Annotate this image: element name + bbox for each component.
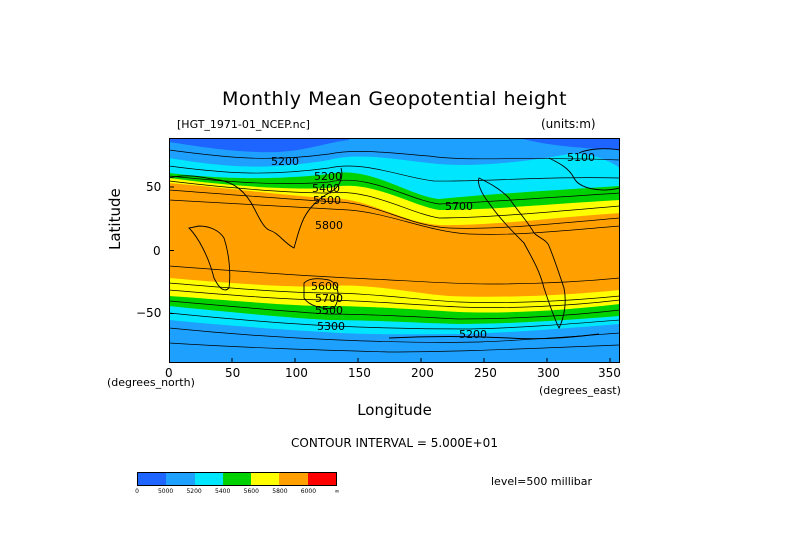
y-tick-label: 50 xyxy=(146,180,162,194)
colorbar-segment xyxy=(166,473,195,485)
contour-label: 5200 xyxy=(271,155,299,168)
x-tick-label: 0 xyxy=(165,366,173,380)
colorbar-label: 5200 xyxy=(186,488,202,495)
geopotential-map: 5100 5200 5200 5400 5500 5700 5800 5600 … xyxy=(169,138,620,363)
contour-label: 5200 xyxy=(314,170,342,183)
colorbar-segment xyxy=(279,473,308,485)
tick-marks xyxy=(169,186,611,363)
colorbar-segment xyxy=(222,473,252,485)
colorbar-segment xyxy=(194,473,223,485)
contour-label: 5100 xyxy=(567,151,595,164)
contour-label: 5700 xyxy=(445,200,473,213)
x-tick-label: 200 xyxy=(411,366,434,380)
figure-title: Monthly Mean Geopotential height xyxy=(221,88,568,110)
x-tick-label: 150 xyxy=(348,366,371,380)
contour-label: 5300 xyxy=(317,320,345,333)
colorbar-label: 6000 xyxy=(300,488,317,495)
colorbar-label: 5000 xyxy=(157,488,174,495)
colorbar-label: 5600 xyxy=(243,488,259,495)
colorbar-label: ∞ xyxy=(334,488,340,495)
x-axis-unit: (degrees_east) xyxy=(539,384,621,397)
colorbar-label: 5800 xyxy=(272,488,288,495)
dataset-filename: [HGT_1971-01_NCEP.nc] xyxy=(177,118,310,131)
contour-label: 5700 xyxy=(315,292,343,305)
contour-label: 5500 xyxy=(313,194,341,207)
x-tick-label: 300 xyxy=(537,366,560,380)
x-axis-label: Longitude xyxy=(357,401,432,419)
y-axis-unit: (degrees_north) xyxy=(107,376,195,389)
contour-label: 5600 xyxy=(311,280,339,293)
colorbar-labels: 0 5000 5200 5400 5600 5800 6000 ∞ xyxy=(135,488,347,498)
contour-labels: 5100 5200 5200 5400 5500 5700 5800 5600 … xyxy=(271,151,595,341)
colorbar-label: 5400 xyxy=(215,488,231,495)
x-tick-label: 100 xyxy=(285,366,308,380)
pressure-level: level=500 millibar xyxy=(491,475,593,488)
coastlines xyxy=(169,148,620,340)
contour-label: 5500 xyxy=(315,304,343,317)
units-label: (units:m) xyxy=(541,117,596,131)
y-tick-label: 0 xyxy=(153,244,161,258)
x-tick-label: 350 xyxy=(598,366,621,380)
colorbar-segment xyxy=(138,473,167,485)
y-tick-label: −50 xyxy=(136,306,162,320)
band-below-5000-north-east xyxy=(519,138,620,150)
colorbar-segment xyxy=(251,473,280,485)
x-tick-label: 250 xyxy=(474,366,497,380)
contour-interval: CONTOUR INTERVAL = 5.000E+01 xyxy=(291,436,498,450)
contour-label: 5800 xyxy=(315,219,343,232)
colorbar-label: 0 xyxy=(135,488,139,495)
colorbar xyxy=(137,472,337,486)
x-tick-label: 50 xyxy=(225,366,241,380)
contour-label: 5400 xyxy=(312,182,340,195)
colorbar-segment xyxy=(307,473,336,485)
band-below-5000-north xyxy=(169,138,349,153)
contour-lines xyxy=(169,149,620,353)
y-axis-label: Latitude xyxy=(106,188,124,250)
contour-label: 5200 xyxy=(459,328,487,341)
